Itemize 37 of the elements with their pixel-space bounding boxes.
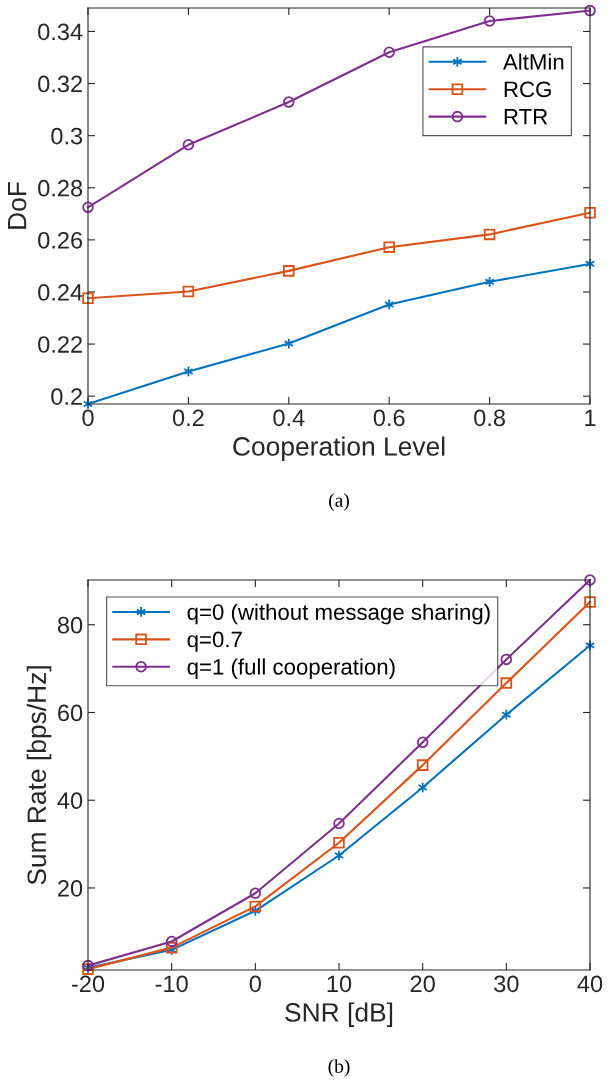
y-tick-label: 80 [57, 616, 83, 634]
y-tick-label: 0.2 [51, 388, 82, 405]
x-tick-label: -10 [155, 975, 188, 993]
x-tick-label: 0 [82, 409, 94, 427]
x-tick-label: 30 [494, 975, 519, 993]
x-tick-label: 0.2 [172, 409, 204, 427]
y-tick-label: 0.26 [38, 231, 83, 249]
x-axis-title: SNR [dB] [285, 1002, 393, 1028]
x-tick-label: 1 [585, 409, 596, 426]
y-tick-label: 40 [57, 792, 83, 810]
text: (a) [329, 493, 349, 511]
x-tick-label: 0.4 [273, 409, 305, 427]
x-tick-label: 40 [577, 975, 603, 993]
x-tick-label: 10 [327, 975, 352, 993]
y-axis-title: DoF [8, 182, 27, 229]
x-tick-label: -20 [71, 975, 105, 993]
y-tick-label: 0.24 [38, 284, 83, 301]
legend-label: q=1 (full cooperation) [187, 658, 395, 680]
y-tick-label: 0.34 [38, 23, 83, 41]
text: (b) [328, 1059, 350, 1077]
y-tick-label: 0.22 [38, 336, 82, 353]
y-tick-label: 60 [58, 704, 83, 722]
x-tick-label: 0.6 [373, 409, 405, 427]
legend-label: RTR [504, 109, 548, 125]
legend-label: RCG [504, 81, 551, 98]
x-axis-title: Cooperation Level [233, 436, 445, 462]
x-tick-label: 0 [249, 975, 261, 993]
legend-label: q=0.7 [187, 631, 242, 652]
legend-label: AltMin [503, 53, 564, 70]
y-axis-title: Sum Rate [bps/Hz] [26, 666, 52, 885]
y-tick-label: 0.3 [51, 127, 83, 145]
y-tick-label: 20 [58, 880, 83, 897]
y-tick-label: 0.28 [38, 179, 83, 197]
legend-label: q=0 (without message sharing) [187, 603, 490, 625]
x-tick-label: 20 [410, 975, 435, 993]
y-tick-label: 0.32 [38, 75, 82, 93]
x-tick-label: 0.8 [474, 409, 505, 427]
